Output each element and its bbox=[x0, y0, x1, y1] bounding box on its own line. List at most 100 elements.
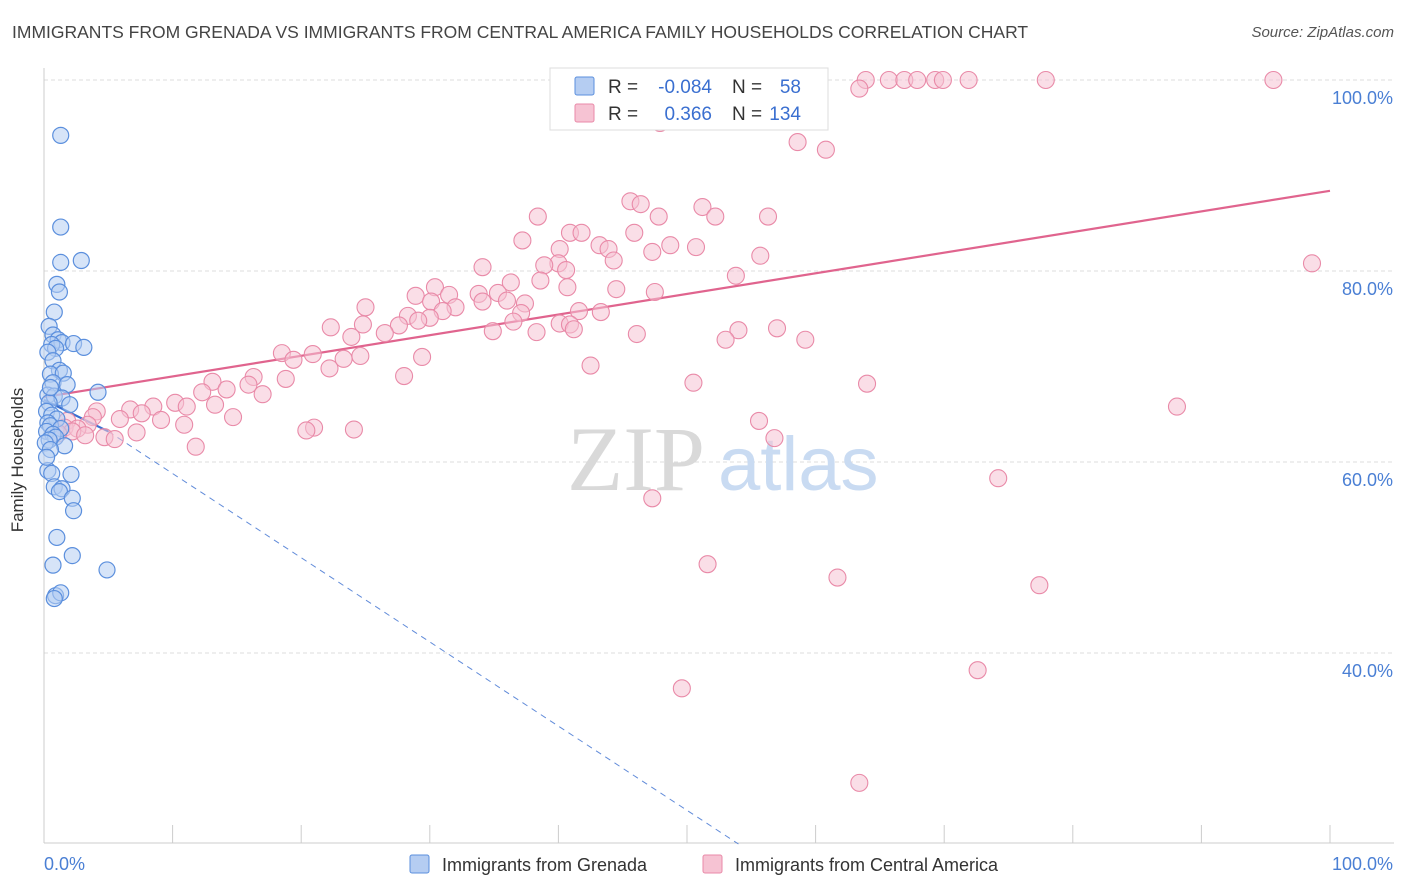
data-points bbox=[36, 70, 1322, 792]
y-tick-label-100: 100.0% bbox=[1332, 88, 1393, 108]
point-central-america-133 bbox=[968, 661, 987, 680]
point-grenada-39 bbox=[55, 437, 74, 455]
point-central-america-44 bbox=[726, 266, 745, 285]
point-central-america-89 bbox=[395, 366, 414, 386]
point-central-america-30 bbox=[661, 236, 680, 255]
point-grenada-14 bbox=[75, 338, 93, 356]
point-grenada-49 bbox=[48, 528, 66, 547]
point-central-america-105 bbox=[132, 404, 151, 423]
point-central-america-94 bbox=[217, 380, 236, 399]
point-central-america-19 bbox=[631, 195, 650, 214]
point-grenada-27 bbox=[61, 396, 79, 414]
point-grenada-57 bbox=[41, 378, 60, 397]
point-central-america-116 bbox=[344, 420, 363, 439]
point-central-america-42 bbox=[501, 273, 520, 292]
point-grenada-3 bbox=[72, 251, 90, 270]
point-central-america-72 bbox=[483, 322, 502, 341]
point-grenada-50 bbox=[63, 546, 81, 565]
point-grenada-0 bbox=[52, 126, 70, 144]
point-central-america-97 bbox=[684, 373, 703, 392]
y-tick-label-80: 80.0% bbox=[1342, 279, 1393, 299]
point-central-america-27 bbox=[625, 223, 644, 242]
point-central-america-60 bbox=[569, 302, 589, 321]
y-tick-label-40: 40.0% bbox=[1342, 661, 1393, 681]
tick-labels: 40.0% 60.0% 80.0% 100.0% 0.0% 100.0% bbox=[44, 88, 1393, 874]
chart-source: Source: ZipAtlas.com bbox=[1251, 24, 1394, 41]
point-central-america-109 bbox=[151, 410, 171, 430]
point-central-america-86 bbox=[284, 350, 303, 369]
bottom-legend: Immigrants from Grenada Immigrants from … bbox=[409, 854, 999, 875]
x-tick-label-0: 0.0% bbox=[44, 854, 85, 874]
point-central-america-71 bbox=[564, 320, 583, 339]
point-central-america-43 bbox=[558, 278, 577, 297]
legend-r-value-1: -0.084 bbox=[658, 77, 712, 98]
point-central-america-62 bbox=[591, 303, 610, 322]
point-grenada-2 bbox=[52, 253, 70, 272]
point-grenada-48 bbox=[64, 502, 83, 520]
point-central-america-131 bbox=[1030, 576, 1049, 595]
point-central-america-91 bbox=[276, 369, 295, 388]
point-grenada-51 bbox=[44, 556, 62, 574]
point-central-america-22 bbox=[649, 207, 668, 226]
point-central-america-93 bbox=[239, 375, 258, 394]
point-central-america-78 bbox=[767, 319, 787, 338]
point-central-america-95 bbox=[253, 385, 272, 404]
point-central-america-67 bbox=[321, 318, 340, 337]
point-grenada-1 bbox=[52, 218, 70, 236]
point-central-america-64 bbox=[409, 311, 428, 330]
point-central-america-38 bbox=[535, 256, 554, 275]
legend-n-label-1: N = bbox=[732, 77, 762, 98]
bottom-legend-label-grenada: Immigrants from Grenada bbox=[442, 855, 648, 875]
legend-box bbox=[549, 67, 829, 131]
point-central-america-8 bbox=[933, 70, 952, 90]
point-central-america-129 bbox=[643, 489, 662, 508]
chart-title: IMMIGRANTS FROM GRENADA VS IMMIGRANTS FR… bbox=[12, 22, 1029, 42]
legend-swatch-grenada bbox=[574, 76, 595, 96]
point-central-america-40 bbox=[531, 271, 550, 290]
point-central-america-124 bbox=[749, 411, 769, 430]
point-central-america-16 bbox=[816, 140, 835, 159]
point-grenada-43 bbox=[62, 465, 80, 484]
point-grenada-5 bbox=[50, 283, 69, 301]
bottom-legend-label-central-america: Immigrants from Central America bbox=[735, 855, 999, 875]
point-central-america-83 bbox=[351, 346, 370, 366]
point-central-america-20 bbox=[693, 197, 712, 217]
point-central-america-10 bbox=[1036, 70, 1055, 90]
point-central-america-106 bbox=[223, 408, 243, 427]
legend-r-value-2: 0.366 bbox=[664, 104, 712, 125]
point-central-america-68 bbox=[353, 315, 372, 334]
y-tick-label-60: 60.0% bbox=[1342, 470, 1393, 490]
point-central-america-85 bbox=[413, 347, 432, 367]
point-central-america-23 bbox=[706, 207, 725, 226]
point-central-america-121 bbox=[76, 426, 95, 445]
point-central-america-26 bbox=[572, 223, 591, 242]
point-central-america-132 bbox=[828, 568, 847, 587]
point-central-america-84 bbox=[334, 349, 353, 368]
point-central-america-80 bbox=[716, 330, 735, 349]
gridlines bbox=[44, 79, 1394, 654]
legend-n-value-1: 58 bbox=[780, 77, 801, 98]
point-central-america-35 bbox=[604, 251, 623, 270]
point-central-america-130 bbox=[698, 555, 717, 574]
point-central-america-13 bbox=[850, 79, 869, 98]
point-central-america-41 bbox=[473, 258, 492, 277]
point-grenada-22 bbox=[89, 383, 107, 401]
point-central-america-96 bbox=[857, 374, 877, 393]
point-grenada-56 bbox=[37, 448, 56, 466]
point-central-america-117 bbox=[297, 421, 316, 440]
legend-n-value-2: 134 bbox=[769, 104, 801, 125]
point-central-america-87 bbox=[581, 356, 600, 375]
point-central-america-31 bbox=[686, 238, 706, 257]
legend: R = -0.084 N = 58 R = 0.366 N = 134 bbox=[549, 67, 829, 131]
trend-lines bbox=[43, 189, 1331, 845]
point-grenada-55 bbox=[45, 589, 63, 608]
point-central-america-79 bbox=[796, 330, 815, 349]
point-central-america-21 bbox=[528, 207, 547, 226]
point-central-america-45 bbox=[645, 282, 664, 302]
point-central-america-82 bbox=[303, 345, 322, 364]
point-central-america-57 bbox=[356, 298, 375, 317]
bottom-legend-swatch-grenada bbox=[409, 854, 430, 874]
point-central-america-76 bbox=[627, 324, 646, 344]
point-central-america-74 bbox=[375, 324, 394, 343]
point-central-america-108 bbox=[110, 409, 129, 429]
